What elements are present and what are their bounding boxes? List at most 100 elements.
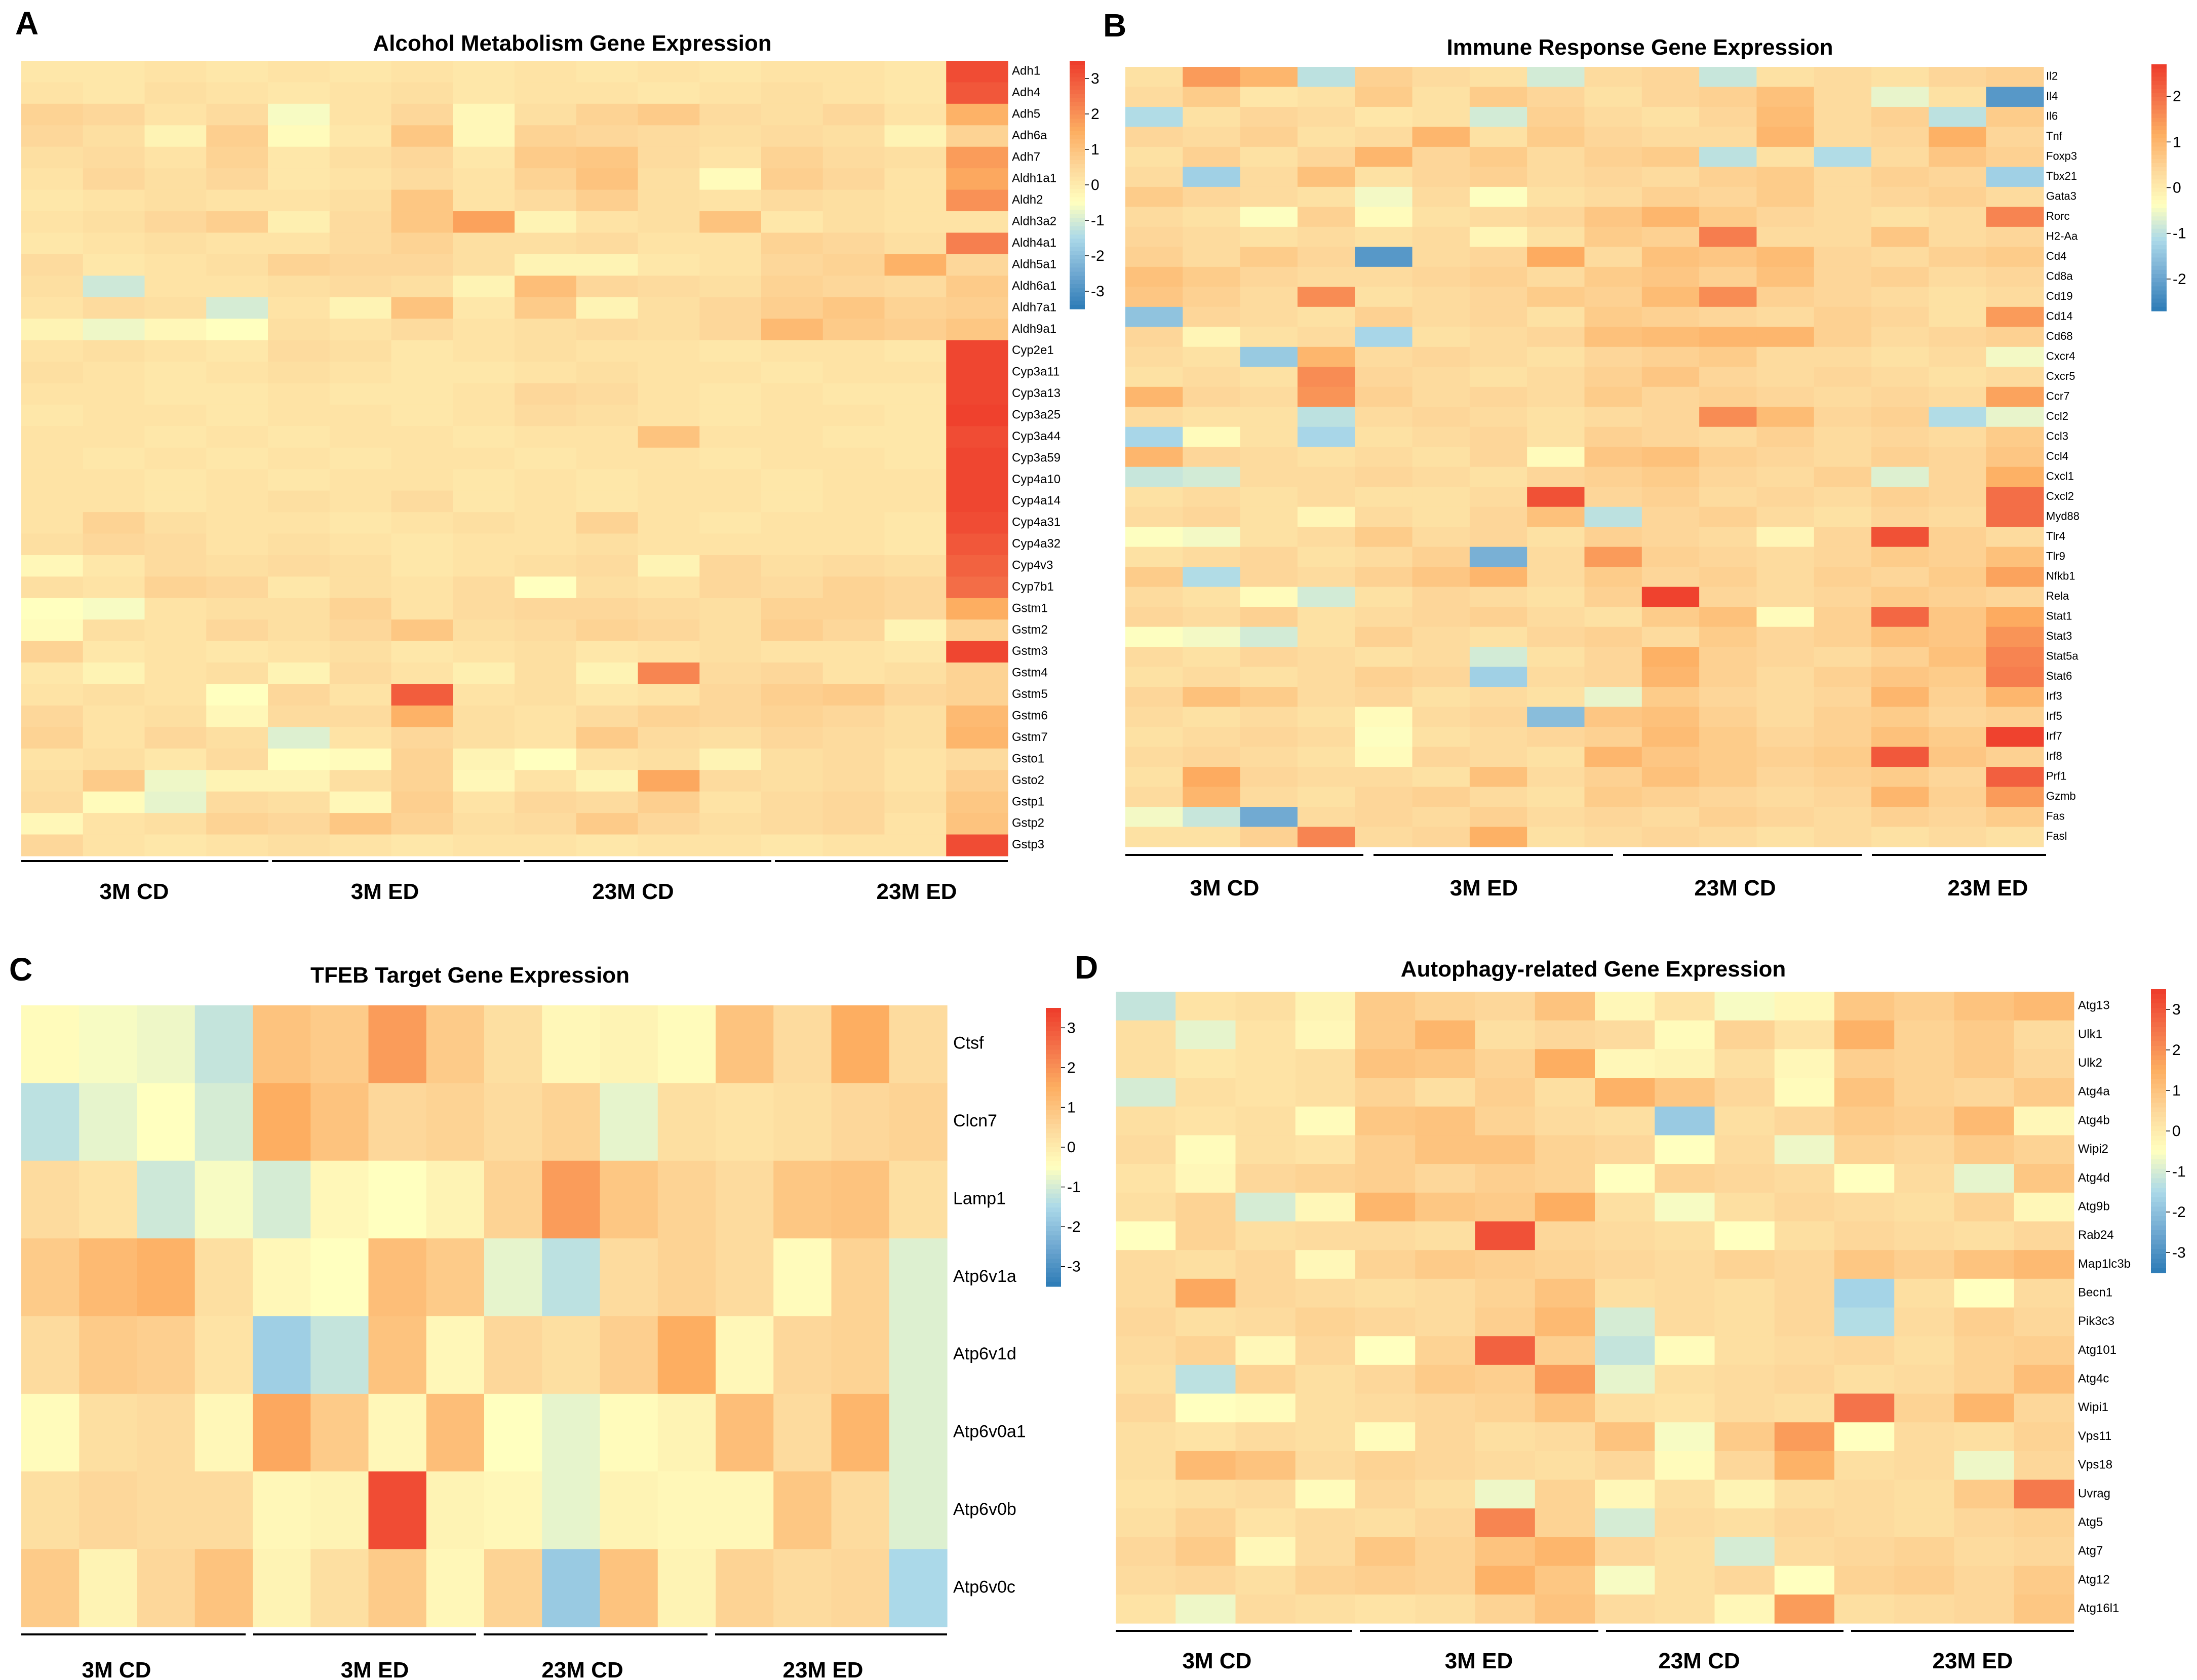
heatmap-cell (1929, 266, 1987, 287)
gene-label: Irf5 (2046, 710, 2062, 722)
heatmap-cell (21, 1238, 80, 1317)
heatmap-cell (515, 533, 577, 556)
heatmap-cell (1986, 466, 2044, 487)
heatmap-cell (1125, 186, 1183, 208)
heatmap-cell (1756, 707, 1815, 727)
heatmap-cell (1986, 327, 2044, 347)
heatmap-cell (1756, 106, 1815, 128)
heatmap-cell (1641, 127, 1700, 147)
legend-swatch (1046, 1128, 1061, 1134)
heatmap-cell (1699, 567, 1757, 588)
heatmap-cell (638, 576, 700, 599)
gene-label: Cyp3a11 (1012, 365, 1060, 379)
heatmap-cell (1714, 1192, 1775, 1222)
heatmap-cell (1469, 466, 1527, 487)
heatmap-cell (1235, 1364, 1296, 1394)
heatmap-cell (1929, 707, 1987, 727)
gene-label: Aldh4a1 (1012, 236, 1056, 250)
legend-swatch (2151, 163, 2167, 168)
heatmap-cell (1756, 466, 1815, 487)
heatmap-cell (206, 362, 268, 384)
heatmap-cell (1584, 707, 1642, 727)
heatmap-cell (1355, 627, 1413, 647)
heatmap-cell (1954, 1537, 2015, 1567)
heatmap-cell (576, 82, 639, 104)
legend-swatch (2151, 1249, 2166, 1255)
heatmap-cell (453, 469, 515, 491)
heatmap-cell (1584, 407, 1642, 427)
heatmap-cell (329, 146, 392, 169)
heatmap-cell (946, 490, 1008, 513)
heatmap-cell (1655, 1393, 1715, 1423)
heatmap-cell (1699, 186, 1757, 208)
heatmap-cell (1475, 1508, 1536, 1538)
heatmap-cell (515, 619, 577, 642)
heatmap-cell (1871, 607, 1929, 628)
heatmap-cell (1774, 1364, 1835, 1394)
heatmap-cell (831, 1005, 890, 1083)
heatmap-cell (453, 533, 515, 556)
heatmap-cell (1986, 587, 2044, 607)
heatmap-cell (268, 404, 330, 426)
heatmap-cell (1894, 1135, 1955, 1164)
legend-swatch (1046, 1235, 1061, 1240)
heatmap-cell (1894, 1393, 1955, 1423)
heatmap-cell (2014, 1422, 2074, 1452)
heatmap-cell (1527, 546, 1585, 567)
legend-tick-label: -3 (1067, 1259, 1081, 1275)
legend-swatch (1046, 1138, 1061, 1143)
heatmap-cell (1183, 466, 1241, 487)
group-label: 3M ED (1445, 1649, 1513, 1673)
gene-label: Il4 (2046, 90, 2058, 102)
heatmap-cell (391, 684, 453, 706)
heatmap-cell (206, 297, 268, 319)
heatmap-cell (657, 1005, 716, 1083)
heatmap-cell (1929, 567, 1987, 588)
heatmap-cell (1986, 247, 2044, 267)
heatmap-cell (1699, 346, 1757, 367)
legend-swatch (1070, 135, 1085, 140)
heatmap-cell (1469, 247, 1527, 267)
legend-swatch (2151, 1259, 2166, 1264)
legend-swatch (2151, 1202, 2166, 1207)
legend-tick-label: -3 (1091, 283, 1105, 300)
heatmap-cell (716, 1005, 774, 1083)
heatmap-cell (1183, 346, 1241, 367)
heatmap-cell (453, 319, 515, 341)
heatmap-cell (1235, 1278, 1296, 1308)
heatmap-cell (1699, 327, 1757, 347)
heatmap-cell (1116, 1221, 1176, 1251)
heatmap-cell (1527, 426, 1585, 447)
heatmap-cell (83, 813, 145, 835)
heatmap-cell (1714, 1336, 1775, 1365)
heatmap-cell (453, 340, 515, 362)
legend-swatch (2151, 1117, 2166, 1122)
gene-label: Vps18 (2078, 1458, 2112, 1472)
heatmap-cell (515, 576, 577, 599)
heatmap-cell (83, 383, 145, 405)
heatmap-cell (576, 340, 639, 362)
heatmap-cell (1240, 407, 1298, 427)
heatmap-cell (515, 103, 577, 126)
heatmap-cell (1814, 287, 1872, 307)
heatmap-cell (2014, 1106, 2074, 1136)
heatmap-cell (1584, 386, 1642, 407)
heatmap-cell (822, 146, 885, 169)
gene-label: Tnf (2046, 130, 2063, 142)
heatmap-cell (1297, 447, 1355, 467)
heatmap-cell (1125, 807, 1183, 828)
heatmap-cell (761, 254, 823, 276)
heatmap-cell (1355, 1250, 1416, 1279)
heatmap-cell (453, 619, 515, 642)
heatmap-cell (144, 598, 207, 620)
heatmap-cell (831, 1393, 890, 1472)
legend-swatch (2151, 200, 2167, 205)
heatmap-cell (1929, 546, 1987, 567)
legend-tick-label: -2 (1067, 1219, 1081, 1235)
legend-swatch (2151, 241, 2167, 246)
heatmap-cell (1954, 1479, 2015, 1509)
heatmap-cell (884, 447, 947, 470)
legend-swatch (2151, 1032, 2166, 1037)
heatmap-cell (426, 1005, 485, 1083)
